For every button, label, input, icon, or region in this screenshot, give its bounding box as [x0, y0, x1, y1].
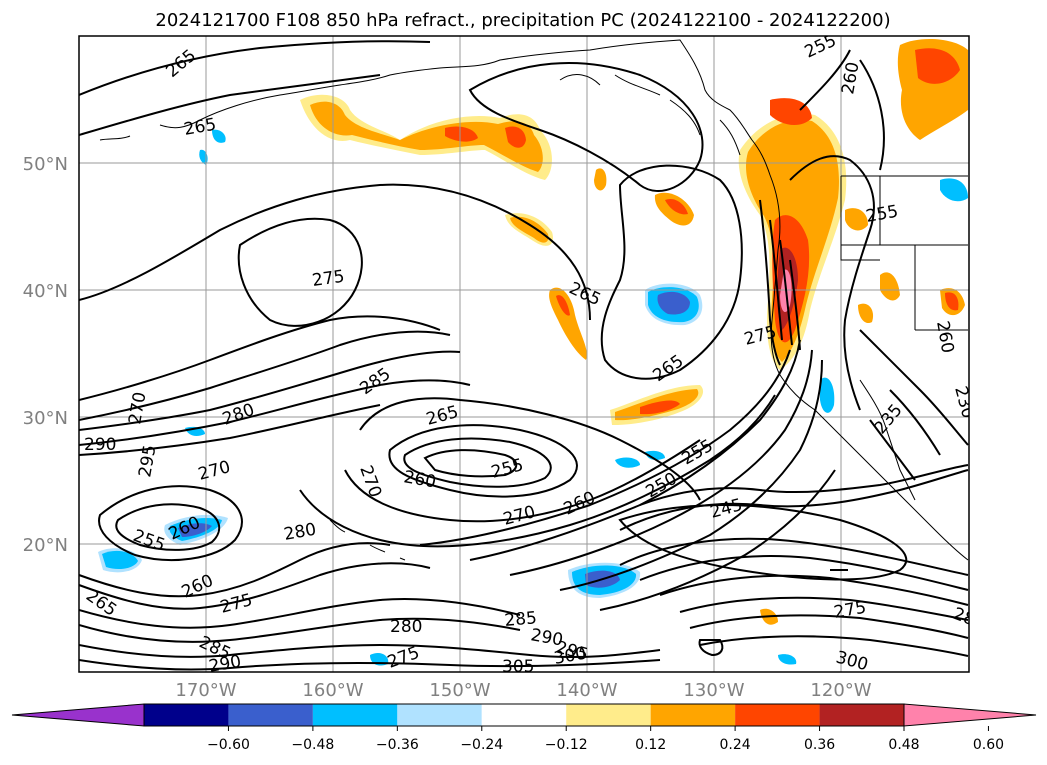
colorbar-tick-label: 0.12	[635, 737, 666, 753]
lon-label: 170°W	[175, 680, 236, 701]
lat-label: 40°N	[23, 281, 68, 302]
lon-label: 120°W	[810, 680, 871, 701]
lon-label: 150°W	[429, 680, 490, 701]
colorbar-swatch	[312, 704, 398, 726]
colorbar-swatch	[566, 704, 651, 726]
contour-label: 280	[390, 617, 422, 637]
colorbar-tick-label: 0.24	[720, 737, 751, 753]
colorbar: −0.60 −0.48 −0.36 −0.24 −0.12 0.12 0.24 0.36 0.4…	[11, 703, 1037, 753]
colorbar-tick-label: 0.36	[804, 737, 835, 753]
map-border	[78, 35, 970, 673]
colorbar-outline	[143, 703, 905, 727]
colorbar-extend-low	[11, 703, 145, 727]
lon-labels: 170°W 160°W 150°W 140°W 130°W 120°W	[175, 680, 871, 701]
lat-label: 30°N	[23, 408, 68, 429]
colorbar-tick-label: −0.36	[376, 737, 419, 753]
lat-labels: 50°N 40°N 30°N 20°N	[23, 154, 68, 556]
contour-label: 305	[502, 657, 534, 677]
colorbar-tick-label: −0.24	[460, 737, 503, 753]
colorbar-swatch	[397, 704, 482, 726]
colorbar-swatch	[144, 704, 229, 726]
colorbar-extend-high	[903, 703, 1037, 727]
graticule	[79, 36, 969, 672]
colorbar-tick-label: −0.12	[545, 737, 588, 753]
lat-label: 50°N	[23, 154, 68, 175]
colorbar-swatch	[228, 704, 313, 726]
colorbar-swatch	[735, 704, 820, 726]
lon-label: 160°W	[302, 680, 363, 701]
contour-label: 290	[207, 652, 242, 677]
colorbar-tick-label: 0.60	[973, 737, 1004, 753]
lat-label: 20°N	[23, 535, 68, 556]
coastlines	[99, 39, 969, 561]
map-panel: 265 265 255 260 275 265 255 265 275 260 …	[78, 35, 977, 677]
refractivity-contours	[79, 40, 969, 671]
map-title: 2024121700 F108 850 hPa refract., precip…	[155, 10, 890, 31]
colorbar-tick-label: −0.60	[207, 737, 250, 753]
contour-label: 290	[84, 435, 116, 455]
colorbar-swatch	[650, 704, 736, 726]
precip-shading	[98, 38, 968, 666]
colorbar-swatch	[481, 704, 567, 726]
contour-label: 275	[311, 267, 346, 291]
lon-label: 140°W	[556, 680, 617, 701]
colorbar-tick-label: 0.48	[888, 737, 919, 753]
contour-label: 28	[950, 604, 977, 630]
contour-label: 285	[504, 608, 538, 631]
colorbar-swatch	[819, 704, 904, 726]
lon-label: 130°W	[683, 680, 744, 701]
colorbar-tick-label: −0.48	[291, 737, 334, 753]
